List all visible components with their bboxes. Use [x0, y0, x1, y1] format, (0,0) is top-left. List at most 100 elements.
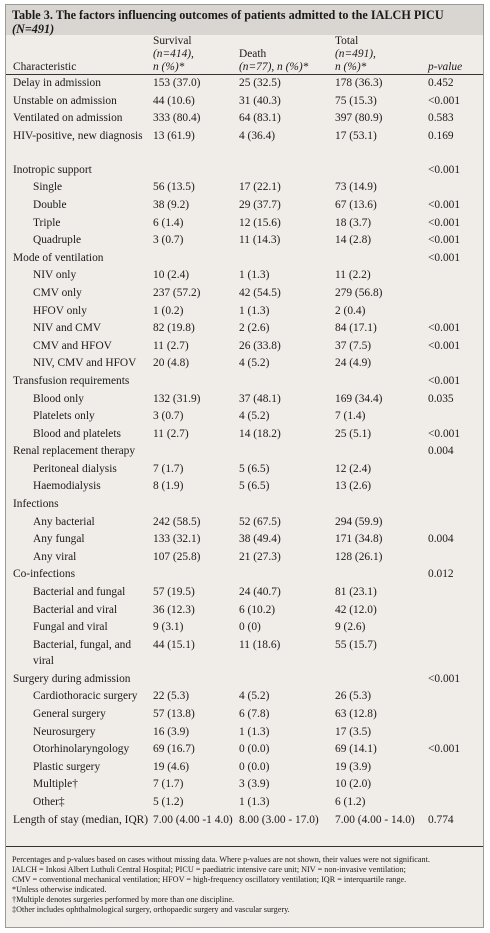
cell-death: 24 (40.7) [239, 586, 281, 599]
cell-pvalue [428, 514, 483, 532]
cell-pvalue [428, 285, 483, 303]
table-row: Any fungal 133 (32.1) 38 (49.4) 171 (34.8) 0… [6, 531, 483, 549]
row-label: Multiple† [33, 778, 78, 791]
cell-survival: 6 (1.4) [153, 216, 184, 229]
cell-survival: 44 (10.6) [153, 94, 195, 107]
cell-survival: 82 (19.8) [153, 322, 195, 335]
cell-death: 1 (1.3) [239, 269, 270, 282]
cell-death [239, 162, 335, 180]
row-label: Blood only [33, 392, 84, 405]
cell-survival: 44 (15.1) [153, 638, 195, 651]
cell-pvalue [428, 688, 483, 706]
footnote-line: †Multiple denotes surgeries performed by… [12, 894, 234, 904]
cell-total: 84 (17.1) [335, 322, 377, 335]
table-row: Mode of ventilation <0.001 [6, 250, 483, 268]
cell-total [335, 496, 428, 514]
cell-total: 69 (14.1) [335, 743, 377, 756]
cell-pvalue [428, 602, 483, 620]
cell-pvalue [428, 461, 483, 479]
row-label: Unstable on admission [13, 94, 117, 107]
cell-survival: 333 (80.4) [153, 112, 201, 125]
table-row: Peritoneal dialysis 7 (1.7) 5 (6.5) 12 (2.4… [6, 461, 483, 479]
table-row: Neurosurgery 16 (3.9) 1 (1.3) 17 (3.5) [6, 724, 483, 742]
cell-death: 38 (49.4) [239, 533, 281, 546]
header-total: Total (n=491), n (%)* [335, 35, 428, 75]
cell-survival: 107 (25.8) [153, 550, 201, 563]
table-row: General surgery 57 (13.8) 6 (7.8) 63 (12.8) [6, 706, 483, 724]
cell-pvalue [428, 724, 483, 742]
cell-total: 63 (12.8) [335, 708, 377, 720]
cell-pvalue: <0.001 [428, 216, 461, 229]
header-total-line2: (n=491), [335, 48, 376, 60]
cell-survival [153, 373, 239, 391]
table-row: Infections [6, 496, 483, 514]
cell-death: 5 (6.5) [239, 462, 270, 475]
cell-pvalue: 0.452 [428, 77, 454, 89]
outcomes-table: Characteristic Survival (n=414), n (%)* … [6, 35, 483, 847]
cell-pvalue [428, 355, 483, 373]
cell-survival: 10 (2.4) [153, 269, 190, 282]
cell-death: 0 (0.0) [239, 743, 270, 756]
cell-total: 12 (2.4) [335, 462, 372, 475]
cell-total: 6 (1.2) [335, 795, 366, 808]
row-label: Transfusion requirements [13, 374, 130, 387]
cell-pvalue: <0.001 [428, 427, 461, 440]
cell-pvalue [428, 637, 483, 671]
cell-pvalue: <0.001 [428, 374, 461, 387]
cell-total: 26 (5.3) [335, 690, 372, 703]
caption-text: Table 3. The factors influencing outcome… [12, 8, 444, 22]
cell-total: 10 (2.0) [335, 778, 372, 791]
cell-survival: 3 (0.7) [153, 234, 184, 247]
cell-death: 2 (2.6) [239, 322, 270, 335]
cell-survival: 7 (1.7) [153, 778, 184, 791]
cell-survival: 242 (58.5) [153, 515, 201, 528]
cell-total [335, 443, 428, 461]
table-body: Delay in admission 153 (37.0) 25 (32.5) 178… [6, 75, 483, 847]
table-row: Fungal and viral 9 (3.1) 0 (0) 9 (2.6) [6, 619, 483, 637]
header-characteristic: Characteristic [6, 35, 153, 75]
cell-pvalue: 0.169 [428, 129, 454, 142]
cell-pvalue: <0.001 [428, 163, 461, 176]
row-label: Mode of ventilation [13, 251, 104, 264]
cell-death: 31 (40.3) [239, 94, 281, 107]
table-row: Otorhinolaryngology 69 (16.7) 0 (0.0) 69 (1… [6, 741, 483, 759]
cell-death: 14 (18.2) [239, 427, 281, 440]
table-row: NIV, CMV and HFOV 20 (4.8) 4 (5.2) 24 (4.9) [6, 355, 483, 373]
table-row: Renal replacement therapy 0.004 [6, 443, 483, 461]
footnote-line: Percentages and p-values based on cases … [12, 854, 430, 864]
table-row: Other‡ 5 (1.2) 1 (1.3) 6 (1.2) [6, 794, 483, 812]
row-label: Renal replacement therapy [13, 445, 136, 458]
cell-total: 11 (2.2) [335, 269, 371, 282]
cell-total [335, 671, 428, 689]
cell-total: 128 (26.1) [335, 550, 383, 563]
cell-pvalue [428, 776, 483, 794]
table-row: Delay in admission 153 (37.0) 25 (32.5) 178… [6, 75, 483, 93]
cell-pvalue [428, 267, 483, 285]
cell-death: 1 (1.3) [239, 304, 270, 317]
cell-pvalue [428, 794, 483, 812]
row-label: Haemodialysis [33, 480, 101, 493]
cell-survival [153, 162, 239, 180]
cell-survival: 57 (13.8) [153, 708, 195, 720]
header-death: Death (n=77), n (%)* [239, 35, 335, 75]
header-death-line2: (n=77), n (%)* [239, 61, 309, 73]
header-total-line1: Total [335, 35, 359, 47]
cell-death: 5 (6.5) [239, 480, 270, 493]
table-row: HIV-positive, new diagnosis 13 (61.9) 4 (3… [6, 128, 483, 162]
cell-pvalue [428, 549, 483, 567]
cell-pvalue: <0.001 [428, 322, 461, 335]
cell-total: 81 (23.1) [335, 586, 377, 599]
cell-survival: 11 (2.7) [153, 339, 189, 352]
cell-total: 25 (5.1) [335, 427, 372, 440]
row-label: Co-infections [13, 568, 76, 581]
row-label: Bacterial and viral [33, 603, 118, 616]
cell-total: 19 (3.9) [335, 760, 372, 773]
header-total-line3: n (%)* [335, 61, 367, 73]
cell-pvalue: 0.774 [428, 811, 483, 847]
header-row: Characteristic Survival (n=414), n (%)* … [6, 35, 483, 75]
row-label: Bacterial, fungal, and viral [33, 638, 132, 668]
cell-death: 3 (3.9) [239, 778, 270, 791]
row-label: Neurosurgery [33, 725, 96, 738]
cell-pvalue [428, 619, 483, 637]
table-row: Transfusion requirements <0.001 [6, 373, 483, 391]
